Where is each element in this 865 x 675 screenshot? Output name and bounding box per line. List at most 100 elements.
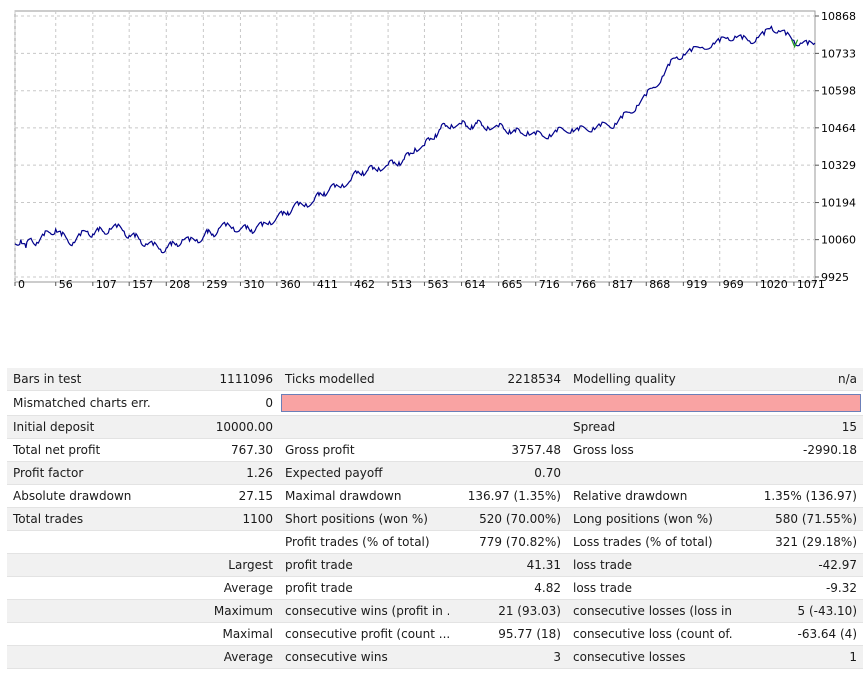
report-label [7, 530, 151, 554]
y-tick-label: 9925 [821, 271, 849, 284]
report-row: Mismatched charts err... 0 [7, 390, 863, 416]
report-label: Gross profit [279, 438, 449, 462]
report-value: 5 (-43.10) [733, 599, 863, 623]
report-row: Profit factor 1.26 Expected payoff 0.70 [7, 461, 863, 485]
report-row: Total net profit 767.30 Gross profit 3757.4… [7, 438, 863, 462]
report-value: 10000.00 [151, 415, 279, 439]
report-value: 779 (70.82%) [449, 530, 567, 554]
report-label: Maximal drawdown [279, 484, 449, 508]
report-value: -9.32 [733, 576, 863, 600]
report-value: 21 (93.03) [449, 599, 567, 623]
y-tick-label: 10868 [821, 10, 856, 23]
report-label: consecutive losses (loss in ... [567, 599, 733, 623]
report-label [7, 553, 151, 577]
x-tick-label: 462 [354, 278, 375, 291]
report-label [7, 599, 151, 623]
report-label: consecutive loss (count of... [567, 622, 733, 646]
x-tick-label: 310 [243, 278, 264, 291]
report-row: Absolute drawdown 27.15 Maximal drawdown 13… [7, 484, 863, 508]
report-label: Relative drawdown [567, 484, 733, 508]
report-value: n/a [733, 368, 863, 391]
x-tick-label: 868 [649, 278, 670, 291]
report-label: Expected payoff [279, 461, 449, 485]
x-tick-label: 969 [723, 278, 744, 291]
report-value: 1.26 [151, 461, 279, 485]
report-value [733, 461, 863, 485]
y-tick-label: 10464 [821, 122, 856, 135]
report-value [449, 415, 567, 439]
report-label: consecutive losses [567, 645, 733, 669]
report-value: 321 (29.18%) [733, 530, 863, 554]
report-label: profit trade [279, 553, 449, 577]
report-table: Bars in test 1111096 Ticks modelled 2218534… [7, 368, 863, 669]
report-row: Total trades 1100 Short positions (won %) 5… [7, 507, 863, 531]
report-label: profit trade [279, 576, 449, 600]
x-tick-label: 766 [575, 278, 596, 291]
x-tick-label: 360 [280, 278, 301, 291]
report-value: 15 [733, 415, 863, 439]
report-label: loss trade [567, 553, 733, 577]
report-label: Profit trades (% of total) [279, 530, 449, 554]
report-value: 0 [151, 390, 279, 416]
report-label: Bars in test [7, 368, 151, 391]
report-value: 41.31 [449, 553, 567, 577]
report-value: 580 (71.55%) [733, 507, 863, 531]
x-tick-label: 56 [59, 278, 73, 291]
report-label: Mismatched charts err... [7, 390, 151, 416]
y-tick-label: 10329 [821, 159, 856, 172]
report-label [567, 461, 733, 485]
x-tick-label: 157 [132, 278, 153, 291]
y-tick-label: 10194 [821, 197, 856, 210]
x-tick-label: 817 [612, 278, 633, 291]
x-tick-label: 563 [427, 278, 448, 291]
mismatch-indicator-bar [281, 394, 861, 412]
mismatch-indicator-cell [279, 390, 863, 416]
report-value: 95.77 (18) [449, 622, 567, 646]
report-value: 1100 [151, 507, 279, 531]
report-label: Absolute drawdown [7, 484, 151, 508]
report-label: Total net profit [7, 438, 151, 462]
report-label: Modelling quality [567, 368, 733, 391]
x-tick-label: 614 [465, 278, 486, 291]
report-value: 520 (70.00%) [449, 507, 567, 531]
report-value [151, 530, 279, 554]
report-value: 1111096 [151, 368, 279, 391]
x-tick-label: 208 [169, 278, 190, 291]
report-row: Profit trades (% of total) 779 (70.82%) Lo… [7, 530, 863, 554]
x-tick-label: 716 [539, 278, 560, 291]
report-label: consecutive wins [279, 645, 449, 669]
report-row: Maximal consecutive profit (count ... 95.7… [7, 622, 863, 646]
report-label [7, 645, 151, 669]
report-label: consecutive wins (profit in ... [279, 599, 449, 623]
report-value: 3 [449, 645, 567, 669]
report-label: Short positions (won %) [279, 507, 449, 531]
report-label [279, 415, 449, 439]
report-value: 0.70 [449, 461, 567, 485]
report-value: 1 [733, 645, 863, 669]
report-label: loss trade [567, 576, 733, 600]
y-tick-label: 10060 [821, 234, 856, 247]
report-value: Maximum [151, 599, 279, 623]
report-value: -42.97 [733, 553, 863, 577]
report-value: 3757.48 [449, 438, 567, 462]
y-tick-label: 10598 [821, 85, 856, 98]
report-value: Average [151, 576, 279, 600]
report-label [7, 576, 151, 600]
report-label: Initial deposit [7, 415, 151, 439]
plot-frame [14, 10, 816, 283]
equity-chart: 10868 10733 10598 10464 10329 10194 10060 9925 0… [14, 10, 856, 291]
x-tick-label: 1020 [760, 278, 788, 291]
report-value: 767.30 [151, 438, 279, 462]
report-label: Total trades [7, 507, 151, 531]
report-label: Loss trades (% of total) [567, 530, 733, 554]
x-tick-label: 665 [502, 278, 523, 291]
report-label: consecutive profit (count ... [279, 622, 449, 646]
equity-chart-panel: 10868 10733 10598 10464 10329 10194 10060 9925 0… [0, 0, 865, 300]
report-label: Ticks modelled [279, 368, 449, 391]
report-row: Bars in test 1111096 Ticks modelled 2218534… [7, 368, 863, 391]
report-label: Spread [567, 415, 733, 439]
chart-background [14, 10, 856, 283]
report-label: Profit factor [7, 461, 151, 485]
report-value: Maximal [151, 622, 279, 646]
balance-marker [791, 39, 799, 49]
